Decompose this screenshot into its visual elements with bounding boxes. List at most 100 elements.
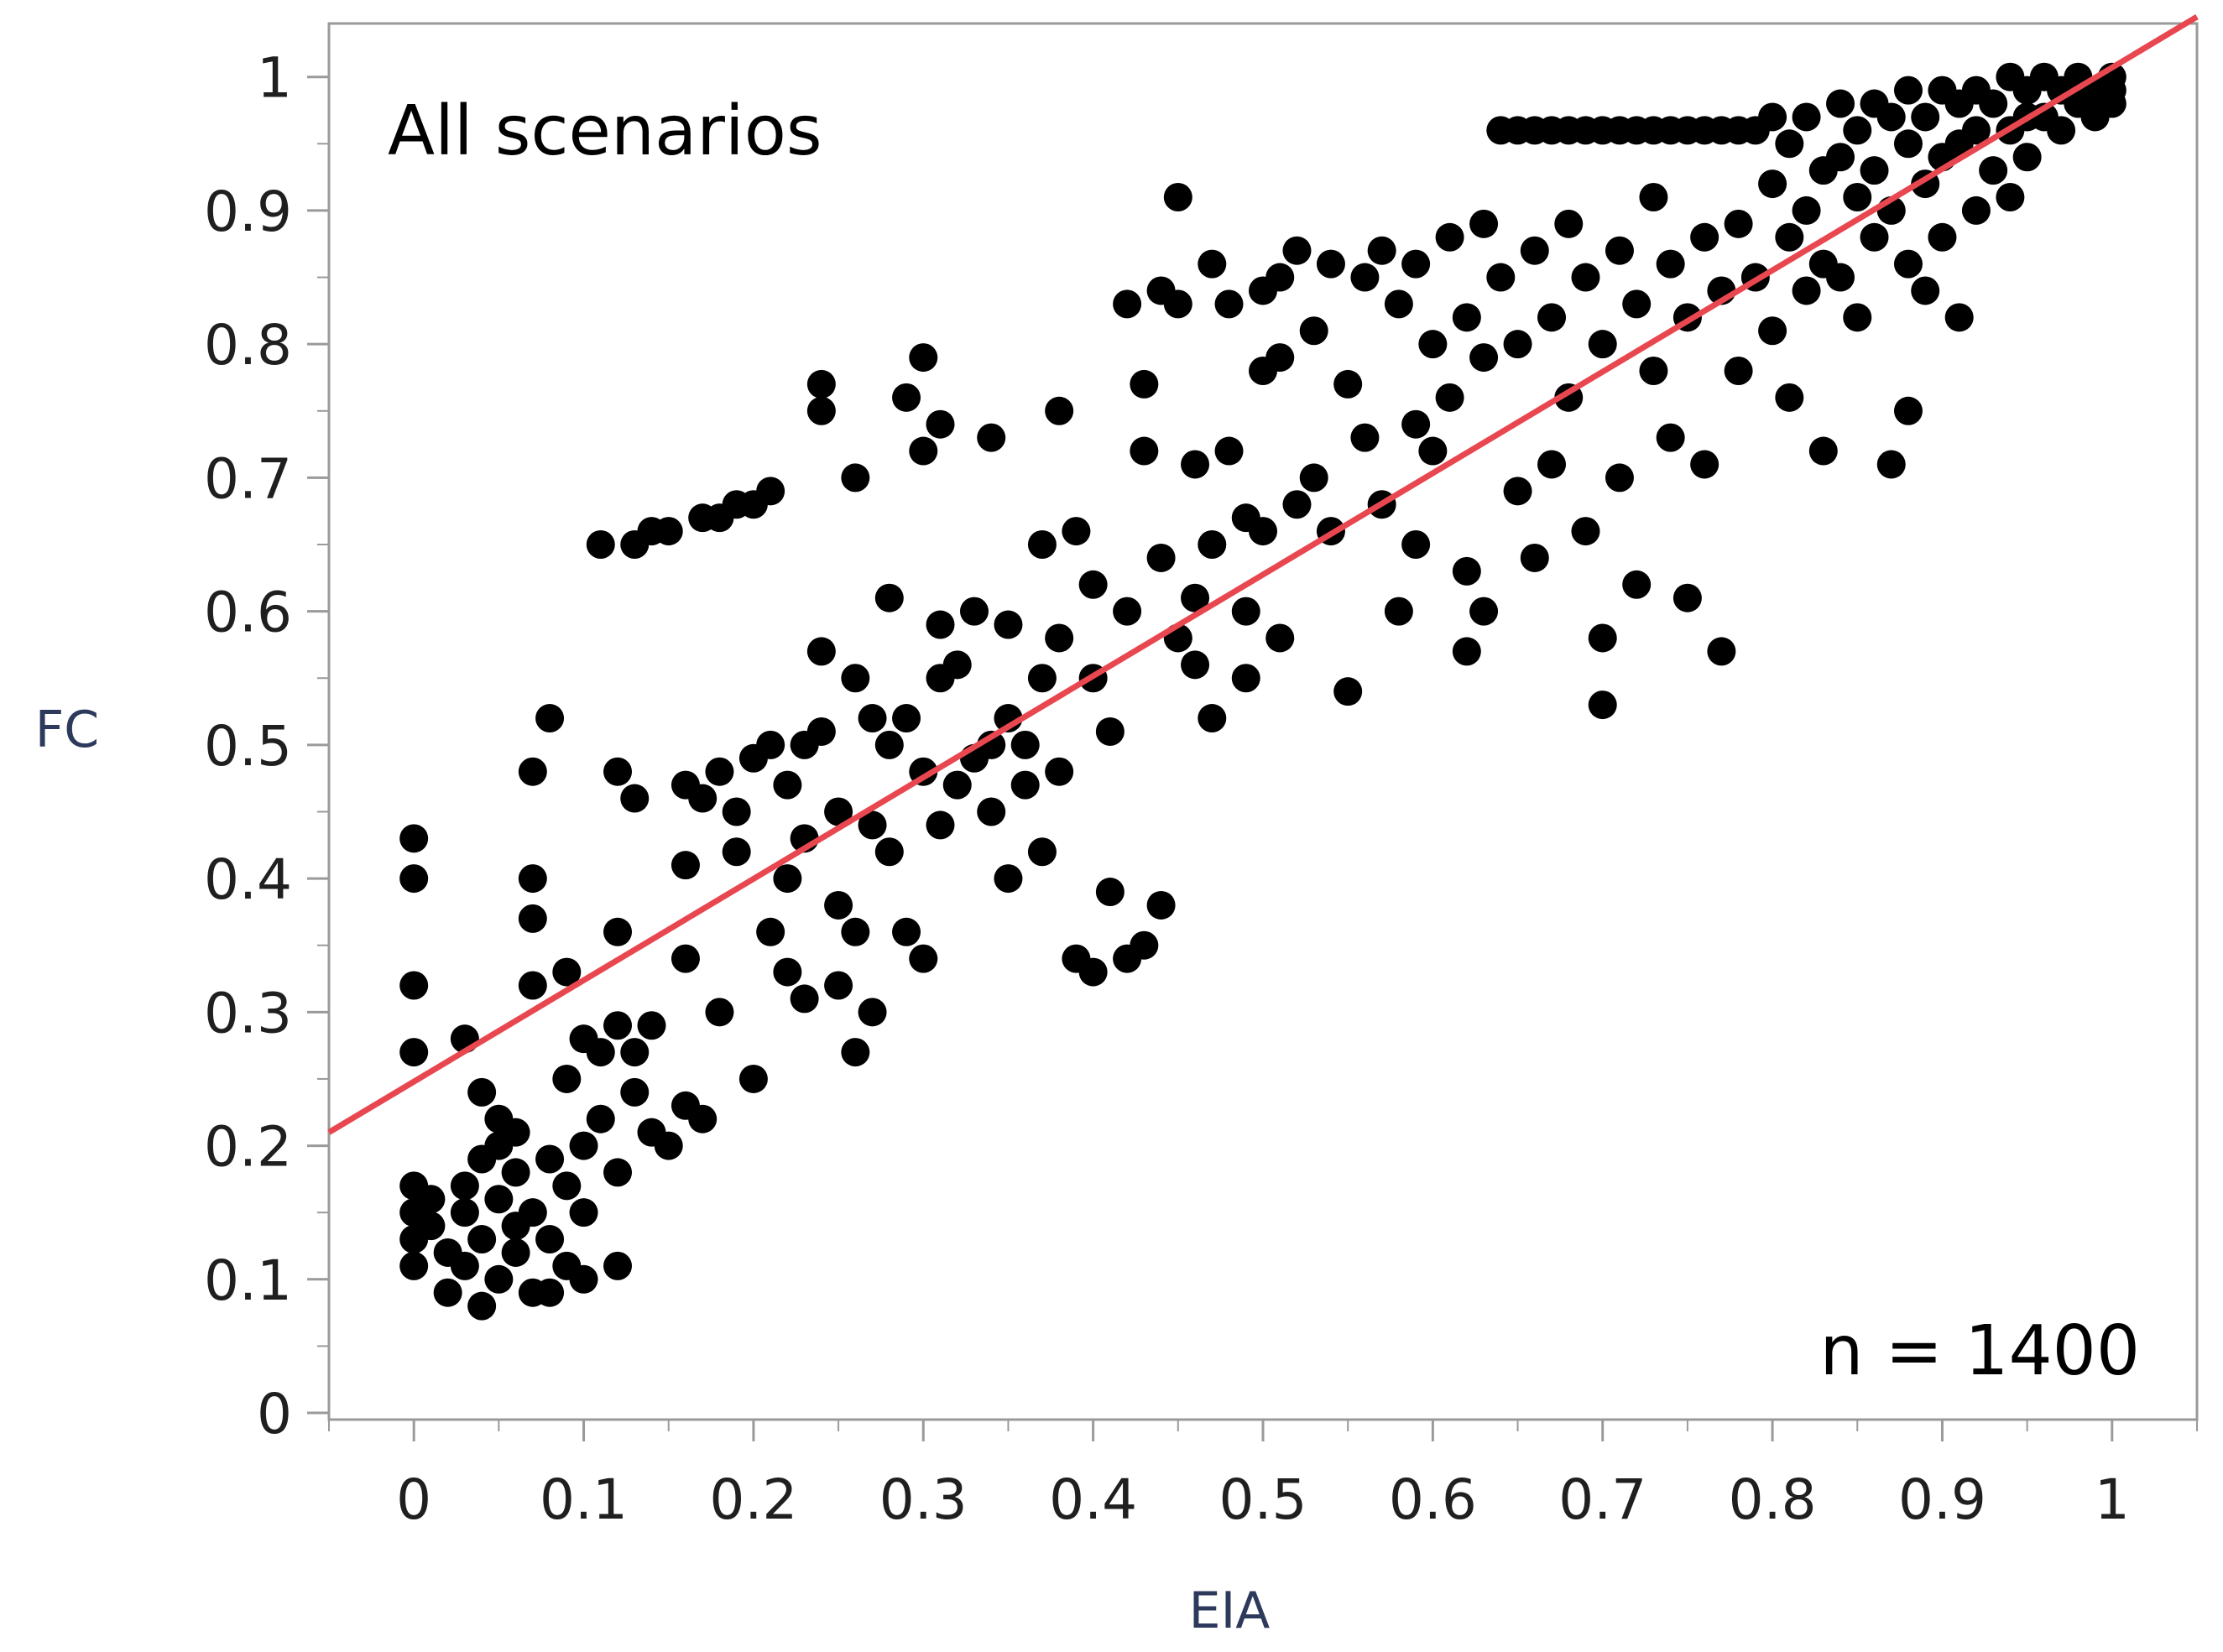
data-point — [654, 1131, 683, 1160]
data-point — [1350, 263, 1380, 292]
data-point — [926, 610, 955, 639]
data-point — [1944, 303, 1974, 332]
data-point — [467, 1225, 497, 1254]
data-point — [994, 610, 1023, 639]
data-point — [1928, 222, 1957, 252]
data-point — [1571, 517, 1600, 546]
data-point — [1961, 195, 1991, 225]
data-point — [518, 757, 547, 786]
data-point — [1265, 343, 1295, 373]
data-point — [501, 1118, 530, 1147]
data-point — [1214, 289, 1244, 319]
data-point — [399, 864, 429, 894]
data-point — [1639, 183, 1668, 212]
data-point — [824, 797, 853, 826]
data-point — [1893, 129, 1923, 159]
data-point — [1911, 276, 1940, 305]
data-point — [892, 383, 921, 412]
data-point — [1435, 222, 1464, 252]
data-point — [756, 730, 785, 759]
data-point — [1045, 757, 1074, 786]
data-point — [1826, 143, 1855, 172]
data-point — [1843, 303, 1872, 332]
data-point — [1027, 664, 1057, 693]
data-point — [1656, 423, 1685, 452]
data-point — [671, 851, 700, 880]
y-axis-title: FC — [35, 701, 99, 759]
data-point — [1758, 102, 1787, 132]
data-point — [1249, 517, 1277, 546]
data-point — [467, 1077, 497, 1107]
data-point — [1163, 183, 1192, 212]
data-point — [620, 1077, 650, 1107]
data-point — [1672, 583, 1702, 612]
data-point — [535, 1225, 565, 1254]
data-point — [569, 1131, 598, 1160]
data-point — [1588, 623, 1617, 653]
data-point — [738, 1064, 768, 1093]
x-tick-label: 0.5 — [1219, 1467, 1307, 1532]
y-tick-label: 0.4 — [204, 847, 292, 912]
data-point — [790, 984, 819, 1014]
data-point — [1095, 717, 1125, 746]
data-point — [1469, 597, 1499, 626]
data-point — [1418, 436, 1448, 466]
data-point — [1316, 249, 1345, 279]
data-point — [1843, 116, 1872, 145]
y-tick-label: 0.9 — [204, 180, 292, 244]
data-point — [1503, 330, 1532, 359]
data-point — [1027, 530, 1057, 560]
data-point — [603, 1011, 633, 1040]
data-point — [1639, 357, 1668, 386]
data-point — [942, 770, 972, 800]
data-point — [1860, 156, 1889, 185]
data-point — [688, 784, 718, 813]
data-point — [1010, 770, 1040, 800]
fit-line — [327, 14, 2199, 1135]
data-point — [841, 664, 870, 693]
plot-frame — [327, 22, 2199, 1421]
data-point — [1146, 543, 1176, 572]
data-point — [756, 917, 785, 946]
data-point — [552, 957, 582, 987]
data-point — [399, 1038, 429, 1067]
data-point — [806, 369, 836, 399]
data-point — [841, 917, 870, 946]
data-point — [1893, 249, 1923, 279]
data-point — [926, 810, 955, 840]
data-point — [535, 704, 565, 733]
data-point — [603, 917, 633, 946]
x-tick-label: 0.2 — [709, 1467, 797, 1532]
data-point — [518, 1198, 547, 1227]
data-point — [1588, 330, 1617, 359]
y-tick-label: 0.5 — [204, 714, 292, 779]
axes: 0 0.1 0.2 0.3 0.4 0.5 0.6 0.7 0.8 0.9 1 0 0.1 0.2 0.3 0… — [204, 22, 2199, 1532]
data-point — [1181, 583, 1210, 612]
data-point — [484, 1185, 514, 1214]
data-point — [416, 1185, 446, 1214]
data-point — [1826, 263, 1855, 292]
data-point — [1452, 556, 1481, 586]
data-point — [637, 1011, 666, 1040]
data-point — [1198, 249, 1227, 279]
data-point — [1198, 704, 1227, 733]
data-point — [603, 757, 633, 786]
data-point — [1605, 463, 1634, 492]
data-point — [874, 583, 904, 612]
y-tick-label: 0.7 — [204, 446, 292, 511]
x-tick-label: 0.1 — [540, 1467, 628, 1532]
data-point — [1045, 396, 1074, 425]
data-point — [1045, 623, 1074, 653]
data-point — [1299, 463, 1328, 492]
data-point — [1130, 436, 1159, 466]
y-tick-label: 1 — [257, 46, 292, 111]
data-point — [1554, 209, 1584, 238]
data-point — [1605, 236, 1634, 265]
data-point — [586, 1104, 615, 1133]
y-tick-label: 0.6 — [204, 581, 292, 645]
data-point — [671, 944, 700, 973]
data-point — [501, 1158, 530, 1187]
data-point — [1113, 597, 1142, 626]
data-point — [518, 904, 547, 933]
data-point — [1571, 263, 1600, 292]
